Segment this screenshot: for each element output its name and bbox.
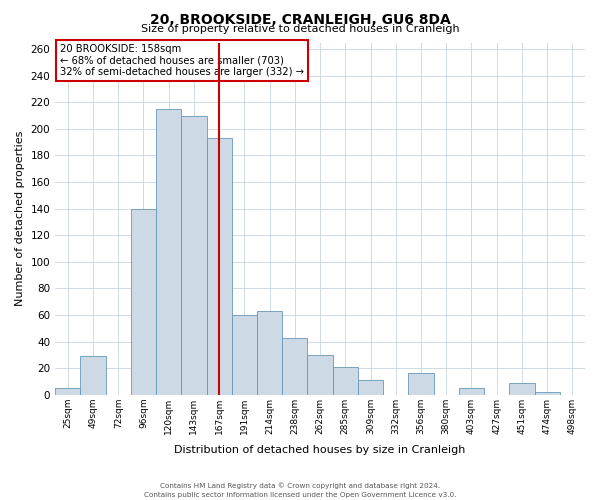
Bar — [535, 392, 560, 394]
Text: 20, BROOKSIDE, CRANLEIGH, GU6 8DA: 20, BROOKSIDE, CRANLEIGH, GU6 8DA — [149, 12, 451, 26]
Bar — [459, 388, 484, 394]
Bar — [232, 315, 257, 394]
Text: Contains public sector information licensed under the Open Government Licence v3: Contains public sector information licen… — [144, 492, 456, 498]
Bar — [80, 356, 106, 395]
Bar — [409, 374, 434, 394]
Bar — [257, 311, 282, 394]
Bar — [181, 116, 206, 394]
Bar — [307, 355, 332, 395]
Bar — [509, 383, 535, 394]
X-axis label: Distribution of detached houses by size in Cranleigh: Distribution of detached houses by size … — [175, 445, 466, 455]
Text: Size of property relative to detached houses in Cranleigh: Size of property relative to detached ho… — [140, 24, 460, 34]
Bar — [358, 380, 383, 394]
Y-axis label: Number of detached properties: Number of detached properties — [15, 131, 25, 306]
Text: Contains HM Land Registry data © Crown copyright and database right 2024.: Contains HM Land Registry data © Crown c… — [160, 482, 440, 489]
Bar — [332, 367, 358, 394]
Text: 20 BROOKSIDE: 158sqm
← 68% of detached houses are smaller (703)
32% of semi-deta: 20 BROOKSIDE: 158sqm ← 68% of detached h… — [61, 44, 304, 78]
Bar — [206, 138, 232, 394]
Bar — [131, 208, 156, 394]
Bar — [55, 388, 80, 394]
Bar — [156, 109, 181, 395]
Bar — [282, 338, 307, 394]
